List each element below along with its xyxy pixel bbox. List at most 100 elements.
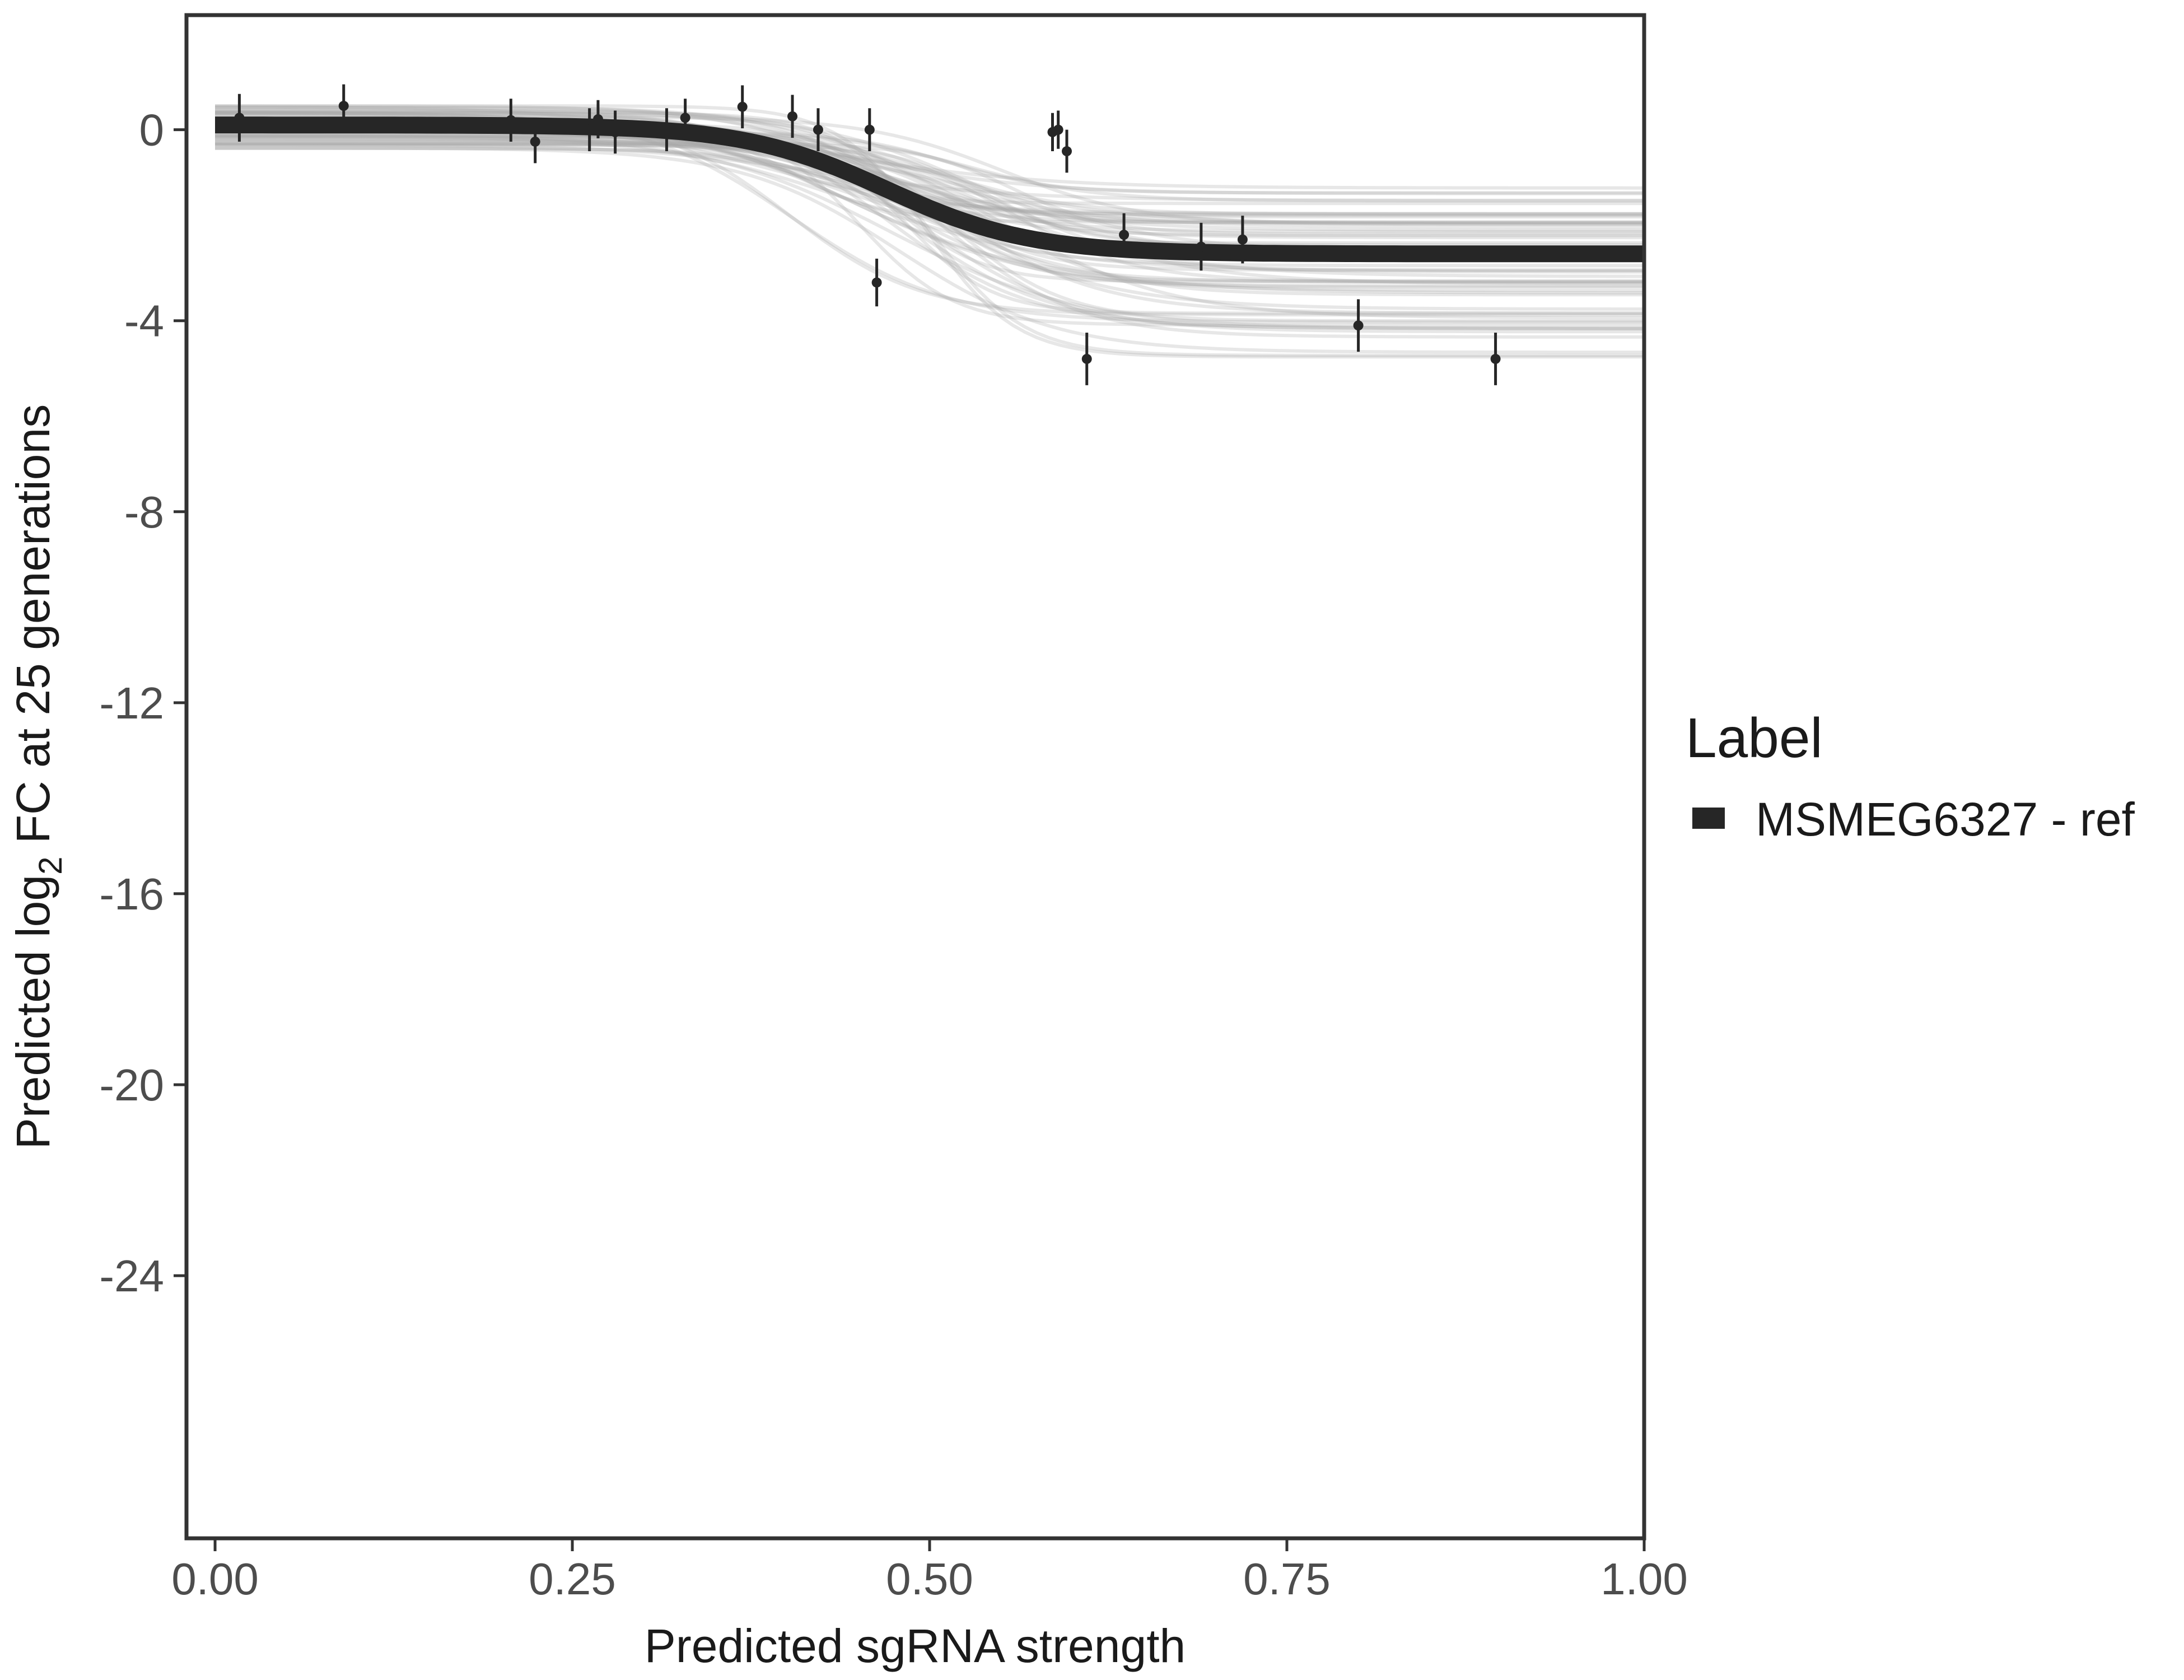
data-point [813, 108, 823, 152]
data-point [871, 258, 882, 307]
posterior-draw-line [215, 111, 1644, 229]
data-point-marker [338, 101, 349, 111]
data-point-marker [506, 115, 516, 125]
y-axis: 0 -4 -8 -12 -16 -20 -24 [99, 105, 185, 1301]
data-point [1053, 110, 1063, 149]
y-tick-label: 0 [139, 105, 165, 155]
data-point [787, 95, 798, 138]
posterior-draw-line [215, 143, 1644, 283]
data-point-marker [1119, 230, 1130, 240]
data-point [864, 108, 875, 152]
data-point [530, 120, 540, 164]
legend: Label MSMEG6327 - ref [1686, 707, 2135, 846]
posterior-draw-line [215, 110, 1644, 330]
data-point-marker [1237, 234, 1248, 245]
x-tick-label: 0.00 [171, 1554, 259, 1604]
data-point-marker [592, 114, 603, 124]
data-point [1062, 129, 1072, 173]
data-point [1237, 216, 1248, 264]
data-point-marker [1490, 353, 1501, 364]
data-point [234, 94, 245, 142]
data-point-marker [530, 136, 540, 147]
fit-curve-line [215, 116, 1644, 263]
posterior-draw-line [215, 104, 1644, 359]
posterior-draw-line [215, 113, 1644, 317]
data-point [1353, 299, 1364, 352]
posterior-draw-line [214, 143, 1644, 202]
data-point [737, 85, 748, 129]
data-point-marker [1062, 146, 1072, 157]
plot-panel-border [184, 13, 1646, 1541]
data-point-marker [813, 124, 823, 135]
posterior-draw-line [214, 134, 1644, 273]
posterior-draw-line [215, 111, 1644, 357]
posterior-draw-line [215, 133, 1644, 274]
data-point [1490, 333, 1501, 385]
posterior-draw-line [215, 142, 1644, 247]
posterior-draw-line [215, 108, 1644, 330]
posterior-draw-line [214, 146, 1644, 354]
data-point [1081, 333, 1092, 385]
y-tick-label: -24 [99, 1251, 164, 1301]
data-point [610, 110, 620, 154]
posterior-draw-line [215, 134, 1644, 315]
posterior-draw-line [215, 142, 1644, 240]
y-tick-label: -12 [99, 678, 164, 728]
y-axis-title-subscript: 2 [32, 857, 69, 875]
data-point-marker [680, 113, 690, 123]
data-point-marker [864, 124, 875, 135]
y-tick-label: -8 [124, 487, 164, 537]
legend-swatch [1692, 808, 1725, 829]
data-point-marker [661, 124, 672, 135]
y-axis-title-prefix: Predicted log [7, 875, 59, 1149]
x-tick-label: 0.25 [529, 1554, 616, 1604]
data-point [661, 108, 672, 152]
posterior-draw-line [215, 143, 1644, 206]
data-point-marker [1081, 353, 1092, 364]
data-point-marker [1053, 124, 1063, 135]
data-point [1119, 213, 1130, 256]
posterior-draw-line [215, 138, 1644, 226]
data-point-marker [787, 111, 798, 122]
posterior-draw-line [215, 105, 1644, 292]
posterior-draw-line [215, 111, 1644, 334]
x-axis: 0.00 0.25 0.50 0.75 1.00 [171, 1540, 1688, 1604]
data-point [592, 100, 603, 138]
posterior-draw-line [214, 132, 1644, 331]
y-tick-label: -4 [124, 296, 164, 346]
legend-label: MSMEG6327 - ref [1756, 793, 2135, 846]
legend-title: Label [1686, 707, 1823, 769]
data-point-marker [610, 127, 620, 137]
posterior-draw-line [215, 110, 1644, 324]
y-axis-title-suffix: FC at 25 generations [7, 404, 59, 857]
posterior-draw-line [215, 135, 1644, 216]
x-tick-label: 0.75 [1243, 1554, 1331, 1604]
posterior-draw-line [215, 104, 1644, 234]
data-point [1196, 222, 1206, 271]
posterior-draw-line [215, 137, 1644, 278]
posterior-draw-line [215, 146, 1644, 288]
data-point [584, 108, 595, 152]
y-tick-label: -16 [99, 869, 164, 919]
observed-points [234, 84, 1501, 385]
data-point-marker [737, 101, 748, 112]
posterior-draw-line [215, 141, 1644, 236]
y-tick-label: -20 [99, 1060, 164, 1110]
data-point-marker [1196, 241, 1206, 252]
data-point [506, 99, 516, 142]
x-tick-label: 1.00 [1600, 1554, 1688, 1604]
x-axis-title: Predicted sgRNA strength [645, 1620, 1186, 1672]
posterior-draw-line [215, 109, 1644, 225]
data-point [338, 84, 349, 128]
y-axis-title: Predicted log2 FC at 25 generations [7, 404, 69, 1149]
data-point-marker [1353, 320, 1364, 331]
x-tick-label: 0.50 [886, 1554, 973, 1604]
fit-curve-layer [215, 116, 1644, 263]
data-point-marker [584, 124, 595, 135]
data-point-marker [234, 113, 245, 123]
data-point-marker [871, 277, 882, 288]
data-point [680, 99, 690, 137]
posterior-draw-line [215, 139, 1644, 297]
